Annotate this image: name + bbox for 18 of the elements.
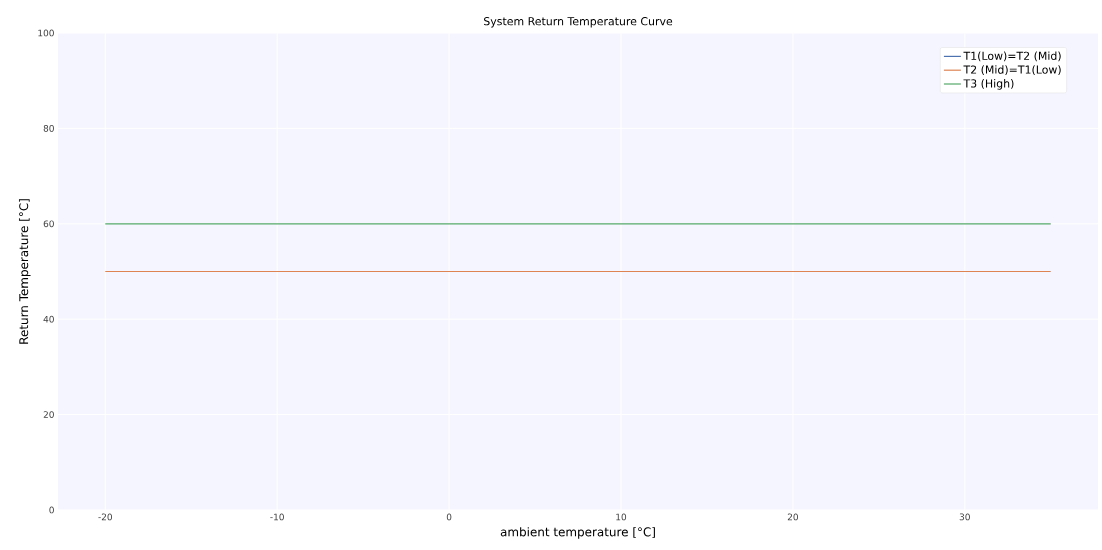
x-axis-title: ambient temperature [°C] <box>500 527 655 539</box>
legend-label: T2 (Mid)=T1(Low) <box>963 65 1061 76</box>
x-tick-label: -10 <box>270 513 284 521</box>
legend-label: T3 (High) <box>963 79 1014 90</box>
x-tick-label: 20 <box>787 513 798 521</box>
chart-title: System Return Temperature Curve <box>484 17 673 28</box>
y-tick-label: 40 <box>43 315 54 323</box>
x-tick-label: 30 <box>959 513 970 521</box>
y-tick-label: 100 <box>38 29 54 37</box>
y-tick-label: 60 <box>43 220 54 228</box>
y-tick-label: 80 <box>43 124 54 132</box>
x-tick-label: -20 <box>98 513 113 521</box>
x-tick-label: 0 <box>446 513 452 521</box>
legend-label: T1(Low)=T2 (Mid) <box>963 51 1061 62</box>
y-axis-title: Return Temperature [°C] <box>18 199 31 344</box>
y-tick-label: 20 <box>43 411 54 418</box>
x-tick-label: 10 <box>616 513 627 521</box>
y-tick-label: 0 <box>49 506 54 514</box>
